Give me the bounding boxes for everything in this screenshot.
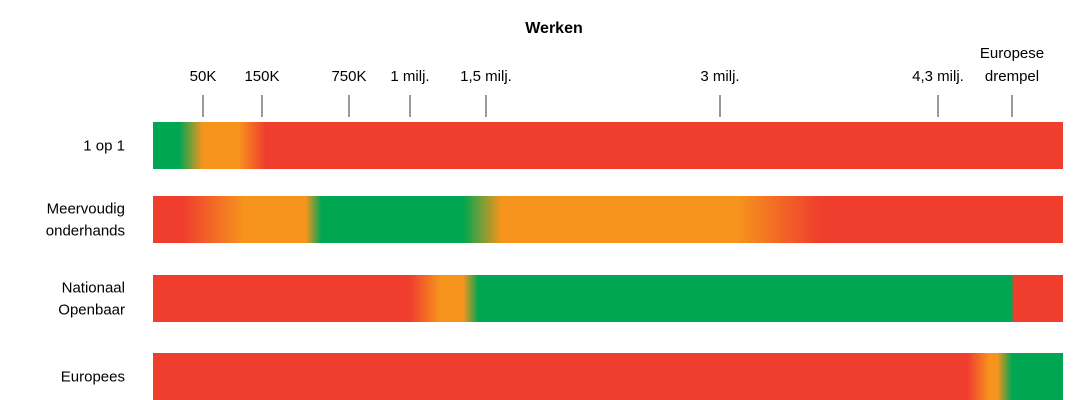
row-bar <box>153 196 1063 243</box>
tick-label: 4,3 milj. <box>912 68 964 85</box>
row-bar <box>153 275 1063 322</box>
row-bar <box>153 122 1063 169</box>
tick-label: 1,5 milj. <box>460 68 512 85</box>
row-bar <box>153 353 1063 400</box>
row-label: 1 op 1 <box>83 138 125 155</box>
tick-label: 750K <box>331 68 366 85</box>
row-label: Meervoudig onderhands <box>46 201 125 240</box>
tick-label: 150K <box>244 68 279 85</box>
row-label: Nationaal Openbaar <box>58 280 125 319</box>
rows: 1 op 1 Meervoudig onderhands Nationaal Openb… <box>46 122 1063 400</box>
tick-label: Europese drempel <box>980 45 1044 85</box>
tick-label: 1 milj. <box>390 68 429 85</box>
tick-label: 3 milj. <box>700 68 739 85</box>
tick-label: 50K <box>190 68 217 85</box>
axis-ticks: 50K 150K 750K 1 milj. 1,5 milj. 3 milj. 4,3 mi… <box>190 45 1044 117</box>
chart-title: Werken <box>525 20 583 37</box>
row-label: Europees <box>61 369 125 386</box>
